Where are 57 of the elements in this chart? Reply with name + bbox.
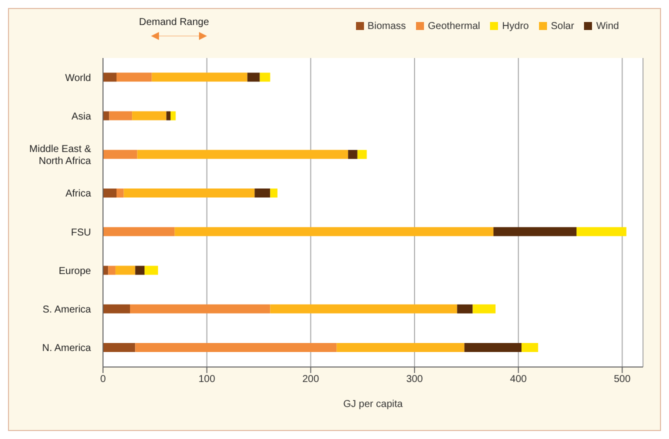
bar [247, 72, 260, 82]
y-tick-label: Africa [65, 188, 92, 200]
bar [166, 111, 170, 120]
bar [109, 111, 132, 120]
x-tick-label: 500 [614, 374, 632, 386]
bar [152, 72, 248, 82]
legend-label: Geothermal [428, 21, 480, 32]
bar [144, 266, 158, 275]
bar [464, 343, 522, 352]
bar [103, 227, 175, 236]
y-tick-label: S. America [42, 304, 92, 316]
x-axis-title: GJ per capita [343, 399, 404, 410]
bar [103, 304, 130, 314]
legend-label: Wind [596, 21, 619, 32]
bar [108, 266, 116, 275]
bar [576, 227, 626, 236]
bar [336, 343, 464, 352]
x-tick-label: 300 [406, 374, 424, 386]
x-tick-label: 100 [198, 374, 216, 386]
bar [103, 343, 136, 352]
y-tick-label: Asia [72, 111, 92, 122]
bar [174, 227, 494, 236]
y-tick-label: World [65, 72, 91, 84]
y-tick-label: FSU [71, 227, 91, 238]
text: Demand Range [139, 17, 210, 28]
y-tick-label: N. America [42, 343, 92, 354]
bar [493, 227, 577, 236]
bar [357, 150, 367, 159]
y-tick-label: Europe [58, 266, 92, 277]
legend-label: Biomass [368, 21, 406, 32]
legend-label: Hydro [502, 21, 529, 32]
bar [132, 111, 166, 120]
bar [254, 188, 270, 198]
bar [103, 150, 138, 159]
bar [260, 72, 270, 82]
bar [103, 188, 116, 198]
bar [472, 304, 496, 314]
bar [115, 266, 136, 275]
bar [135, 266, 145, 275]
bar [522, 343, 538, 352]
bar [170, 111, 176, 120]
bar [135, 343, 337, 352]
x-tick-label: 200 [302, 374, 320, 386]
bar [116, 72, 152, 82]
bar [130, 304, 270, 314]
bar [116, 188, 124, 198]
bar [457, 304, 473, 314]
bar [270, 188, 278, 198]
x-tick-label: 400 [510, 374, 528, 386]
x-tick-label: 0 [100, 374, 106, 386]
bar [103, 72, 116, 82]
y-tick-label: Middle East & North Africa [29, 144, 92, 168]
bar [137, 150, 348, 159]
bar [348, 150, 358, 159]
bar [124, 188, 255, 198]
legend-label: Solar [550, 21, 574, 32]
bar [270, 304, 458, 314]
